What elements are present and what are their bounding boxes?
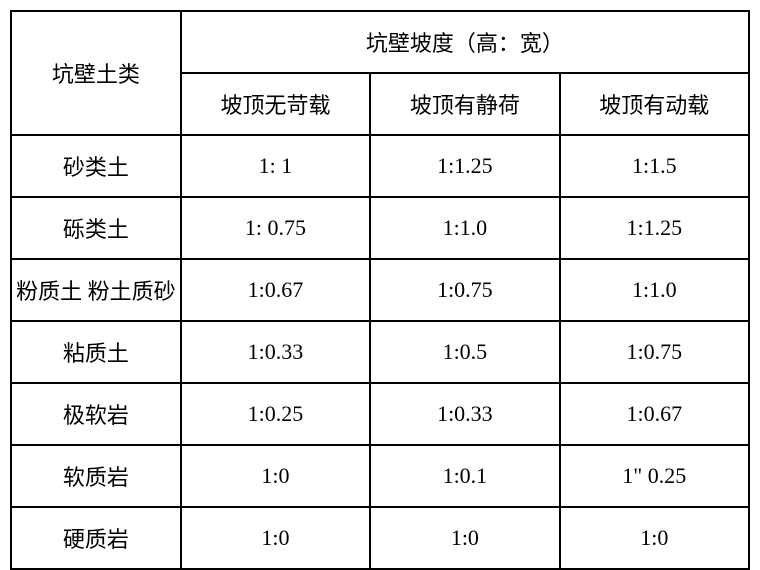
row-label: 砾类土 (11, 197, 181, 259)
cell: 1:0.33 (181, 321, 370, 383)
sub-header-1: 坡顶有静荷 (370, 73, 559, 135)
table-row: 软质岩 1:0 1:0.1 1" 0.25 (11, 445, 749, 507)
cell: 1:1.25 (560, 197, 749, 259)
row-label: 粉质土 粉土质砂 (11, 259, 181, 321)
table-row: 粘质土 1:0.33 1:0.5 1:0.75 (11, 321, 749, 383)
cell: 1" 0.25 (560, 445, 749, 507)
row-label: 硬质岩 (11, 507, 181, 569)
cell: 1:0 (181, 507, 370, 569)
header-row-1: 坑壁土类 坑壁坡度（高：宽） (11, 11, 749, 73)
sub-header-2: 坡顶有动载 (560, 73, 749, 135)
cell: 1:0.67 (560, 383, 749, 445)
cell: 1:0 (560, 507, 749, 569)
table-row: 粉质土 粉土质砂 1:0.67 1:0.75 1:1.0 (11, 259, 749, 321)
cell: 1:0.33 (370, 383, 559, 445)
row-label-header: 坑壁土类 (11, 11, 181, 135)
table-row: 砾类土 1: 0.75 1:1.0 1:1.25 (11, 197, 749, 259)
cell: 1:0.75 (560, 321, 749, 383)
cell: 1: 1 (181, 135, 370, 197)
cell: 1:0.75 (370, 259, 559, 321)
group-header: 坑壁坡度（高：宽） (181, 11, 749, 73)
row-label: 粘质土 (11, 321, 181, 383)
table-row: 极软岩 1:0.25 1:0.33 1:0.67 (11, 383, 749, 445)
row-label: 软质岩 (11, 445, 181, 507)
cell: 1:1.0 (560, 259, 749, 321)
slope-table: 坑壁土类 坑壁坡度（高：宽） 坡顶无苛载 坡顶有静荷 坡顶有动载 砂类土 1: … (10, 10, 750, 570)
row-label: 极软岩 (11, 383, 181, 445)
cell: 1:0.67 (181, 259, 370, 321)
sub-header-0: 坡顶无苛载 (181, 73, 370, 135)
table-row: 砂类土 1: 1 1:1.25 1:1.5 (11, 135, 749, 197)
cell: 1:1.0 (370, 197, 559, 259)
cell: 1:0.1 (370, 445, 559, 507)
cell: 1:1.25 (370, 135, 559, 197)
cell: 1:0.5 (370, 321, 559, 383)
cell: 1:0.25 (181, 383, 370, 445)
cell: 1:1.5 (560, 135, 749, 197)
cell: 1:0 (370, 507, 559, 569)
cell: 1: 0.75 (181, 197, 370, 259)
table-row: 硬质岩 1:0 1:0 1:0 (11, 507, 749, 569)
cell: 1:0 (181, 445, 370, 507)
row-label: 砂类土 (11, 135, 181, 197)
